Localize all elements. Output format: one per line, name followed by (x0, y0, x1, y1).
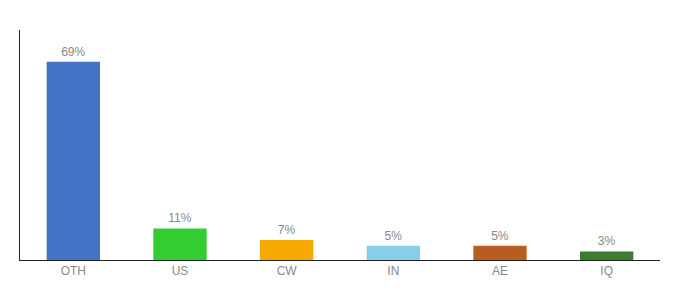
svg-text:11%: 11% (168, 211, 191, 225)
svg-text:7%: 7% (278, 223, 296, 237)
svg-text:CW: CW (277, 264, 298, 278)
svg-text:AE: AE (492, 264, 508, 278)
svg-text:IN: IN (387, 264, 399, 278)
svg-text:69%: 69% (61, 45, 85, 59)
svg-text:3%: 3% (598, 234, 616, 248)
svg-text:OTH: OTH (61, 264, 86, 278)
svg-text:IQ: IQ (600, 264, 613, 278)
svg-text:5%: 5% (491, 229, 509, 243)
svg-text:5%: 5% (384, 229, 402, 243)
svg-text:US: US (172, 264, 189, 278)
